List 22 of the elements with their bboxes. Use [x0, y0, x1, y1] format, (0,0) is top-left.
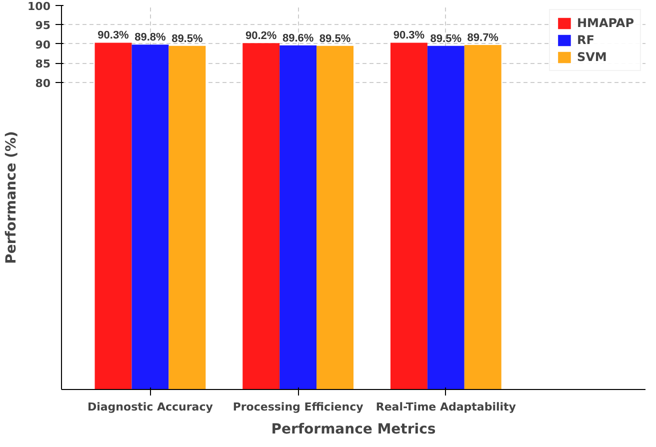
x-tick-label: Diagnostic Accuracy: [87, 400, 213, 414]
x-tick-label: Processing Efficiency: [232, 400, 364, 414]
data-label: 89.6%: [282, 32, 314, 44]
legend-label: SVM: [576, 50, 607, 64]
data-label: 89.5%: [172, 32, 203, 45]
data-label: 89.7%: [467, 32, 499, 44]
data-label: 89.8%: [134, 32, 166, 44]
y-tick-label: 100: [28, 0, 51, 13]
y-tick-label: 95: [35, 19, 51, 32]
y-tick-label: 80: [35, 76, 51, 90]
data-label: 90.3%: [393, 30, 425, 42]
x-axis-title: Performance Metrics: [271, 422, 436, 438]
legend-label: RF: [576, 33, 596, 47]
legend-label: HMAPAP: [576, 16, 634, 30]
data-label: 90.3%: [98, 30, 130, 42]
y-axis-title: Performance (%): [4, 131, 20, 264]
data-label: 90.2%: [246, 30, 277, 42]
x-tick-label: Real-Time Adaptability: [376, 400, 516, 414]
y-tick-label: 85: [35, 58, 51, 71]
data-label: 89.5%: [319, 32, 351, 45]
data-label: 89.5%: [430, 32, 462, 45]
y-tick-label: 90: [35, 38, 51, 52]
